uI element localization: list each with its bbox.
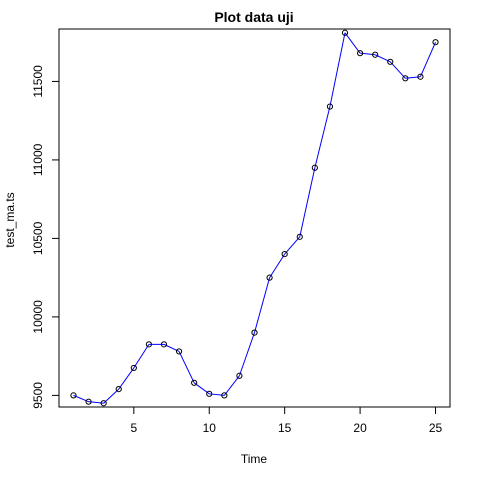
data-point xyxy=(372,51,379,58)
x-tick-label: 5 xyxy=(130,421,137,435)
data-point xyxy=(160,341,168,348)
y-tick-label: 9500 xyxy=(31,382,45,409)
y-axis-label: test_ma.ts xyxy=(3,192,17,247)
series-line-segment xyxy=(269,253,286,278)
x-tick-label: 25 xyxy=(429,421,443,435)
x-tick-label: 10 xyxy=(203,421,217,435)
data-point xyxy=(326,103,334,110)
data-point xyxy=(341,29,349,36)
data-point xyxy=(145,341,153,348)
y-tick-label: 10000 xyxy=(31,300,45,334)
data-point xyxy=(100,400,107,407)
chart-title: Plot data uji xyxy=(214,9,293,25)
series-line-segment xyxy=(238,332,255,376)
series-line-segment xyxy=(329,32,346,107)
data-point xyxy=(206,390,213,397)
series-line-segment xyxy=(314,106,331,168)
series-line-segment xyxy=(103,388,120,404)
series-line-segment xyxy=(284,236,301,255)
series-line-segment xyxy=(344,32,361,54)
data-point xyxy=(387,58,394,65)
plot-frame xyxy=(58,28,451,408)
data-point xyxy=(175,348,183,355)
data-point xyxy=(251,329,258,336)
series-layer xyxy=(70,29,439,407)
data-point xyxy=(236,372,243,379)
data-point xyxy=(356,50,364,57)
x-tick-label: 15 xyxy=(278,421,292,435)
y-tick-label: 11500 xyxy=(31,65,45,98)
data-point xyxy=(130,364,137,372)
data-point xyxy=(191,379,198,386)
data-point xyxy=(402,75,409,82)
data-point xyxy=(221,392,228,399)
data-point xyxy=(296,233,303,240)
y-tick-label: 10500 xyxy=(31,221,45,255)
x-axis-label: Time xyxy=(241,452,268,466)
y-axis: 9500 10000 10500 11000 11500 xyxy=(31,65,59,409)
data-point xyxy=(115,386,122,393)
series-line-segment xyxy=(193,382,210,395)
data-point xyxy=(311,164,318,171)
series-line-segment xyxy=(223,375,240,396)
data-point xyxy=(281,251,288,258)
series-line-segment xyxy=(254,277,271,333)
series-line-segment xyxy=(133,344,150,369)
data-point xyxy=(417,73,424,80)
data-point xyxy=(85,398,92,405)
series-line-segment xyxy=(178,351,195,384)
series-line-segment xyxy=(118,367,135,390)
series-line-segment xyxy=(389,61,406,79)
y-tick-label: 11000 xyxy=(31,143,45,176)
data-point xyxy=(266,274,273,281)
data-point xyxy=(432,39,439,46)
series-line-segment xyxy=(419,41,436,77)
x-tick-label: 20 xyxy=(353,421,367,435)
x-axis: 5 10 15 20 25 xyxy=(130,407,443,435)
series-line-segment xyxy=(299,167,316,237)
data-point xyxy=(70,392,77,399)
